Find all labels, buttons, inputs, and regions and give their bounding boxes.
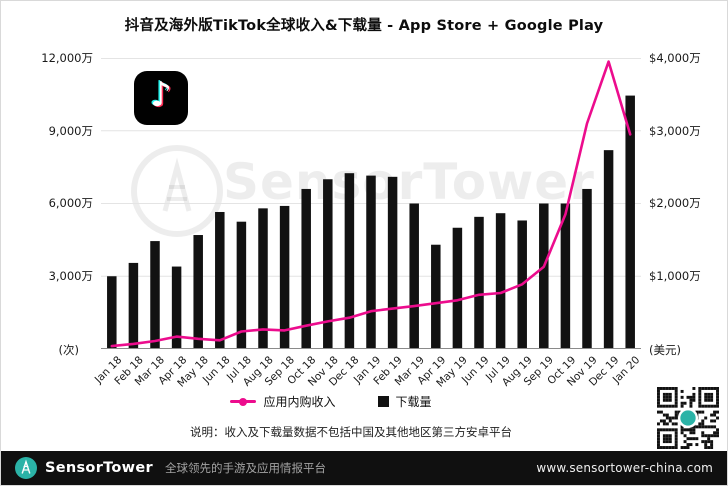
y-axis-left-tick: 9,000万 bbox=[48, 124, 93, 138]
y-axis-right-tick: $3,000万 bbox=[649, 124, 701, 138]
download-bar bbox=[236, 221, 247, 349]
data-note: 说明：收入及下载量数据不包括中国及其他地区第三方安卓平台 bbox=[190, 425, 512, 439]
qr-code bbox=[657, 387, 719, 449]
y-axis-right-tick: $2,000万 bbox=[649, 196, 701, 210]
y-axis-left-tick: 6,000万 bbox=[48, 196, 93, 210]
download-bar bbox=[279, 205, 290, 349]
y-axis-right-tick: $4,000万 bbox=[649, 51, 701, 65]
download-bar bbox=[258, 208, 268, 349]
download-bar bbox=[366, 175, 376, 349]
download-bar bbox=[603, 150, 614, 349]
footer-website: www.sensortower-china.com bbox=[536, 461, 713, 475]
download-bar bbox=[171, 266, 182, 349]
download-bar bbox=[301, 188, 311, 349]
revenue-line-icon bbox=[230, 397, 257, 406]
download-bar bbox=[560, 203, 571, 349]
tiktok-logo: ♪ ♪ ♪ bbox=[134, 71, 188, 125]
chart-title: 抖音及海外版TikTok全球收入&下载量 - App Store + Googl… bbox=[124, 18, 604, 34]
plot-area bbox=[101, 58, 641, 349]
footer-brand: SensorTower bbox=[45, 460, 153, 476]
y-axis-left-unit: (次) bbox=[58, 343, 79, 357]
tiktok-note-icon: ♪ bbox=[148, 74, 171, 114]
download-bar bbox=[452, 227, 463, 349]
downloads-square-icon bbox=[377, 396, 389, 407]
revenue-line bbox=[110, 60, 632, 348]
download-bar bbox=[128, 262, 139, 349]
y-axis-right-tick: $1,000万 bbox=[649, 269, 701, 283]
y-axis-left-tick: 3,000万 bbox=[48, 269, 93, 283]
y-axis-right-unit: (美元) bbox=[649, 343, 681, 357]
tiktok-note-icon: ♪ bbox=[150, 75, 172, 115]
download-bar bbox=[495, 213, 506, 349]
y-axis-left-tick: 12,000万 bbox=[41, 51, 93, 65]
legend-item-downloads: 下载量 bbox=[377, 393, 432, 410]
download-bar bbox=[409, 203, 419, 349]
download-bar bbox=[344, 173, 355, 349]
download-bar bbox=[431, 244, 441, 349]
download-bar bbox=[387, 176, 398, 349]
legend-revenue-label: 应用内购收入 bbox=[263, 395, 336, 409]
tiktok-note-icon: ♪ bbox=[151, 76, 174, 116]
legend-item-revenue: 应用内购收入 bbox=[230, 393, 336, 410]
download-bar bbox=[193, 235, 203, 349]
footer-tagline: 全球领先的手游及应用情报平台 bbox=[164, 461, 326, 475]
download-bar bbox=[539, 203, 549, 349]
download-bar bbox=[323, 179, 333, 349]
legend-downloads-label: 下载量 bbox=[395, 395, 432, 409]
download-bar bbox=[107, 276, 117, 349]
sensortower-logo-icon bbox=[15, 457, 37, 479]
download-bar bbox=[150, 241, 160, 349]
download-bar bbox=[215, 211, 225, 349]
download-bar bbox=[474, 216, 484, 349]
download-bar bbox=[582, 188, 592, 349]
footer-bar: SensorTower 全球领先的手游及应用情报平台 www.sensortow… bbox=[1, 451, 727, 485]
download-bar bbox=[625, 95, 635, 349]
legend: 应用内购收入 下载量 bbox=[1, 393, 661, 410]
